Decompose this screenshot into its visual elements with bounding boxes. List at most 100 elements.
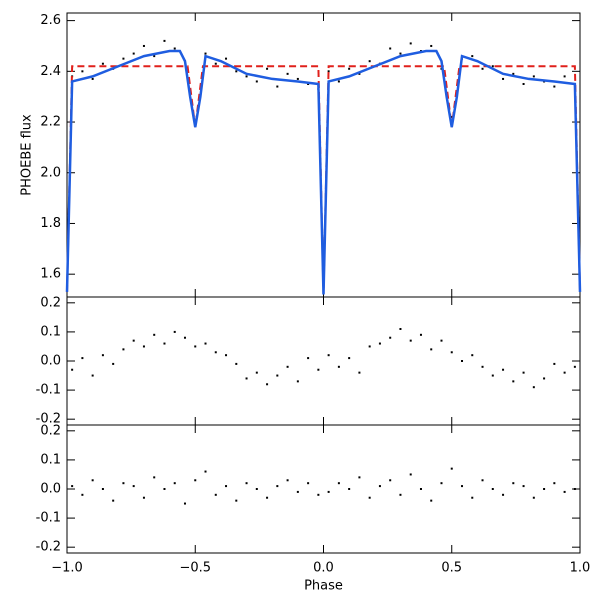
data-point: [122, 482, 125, 485]
y-tick-label: 2.6: [40, 13, 61, 28]
data-point: [348, 488, 351, 490]
data-point: [327, 354, 330, 357]
data-point: [461, 485, 464, 488]
data-point: [101, 62, 104, 65]
data-point: [81, 493, 84, 496]
data-point: [522, 485, 525, 488]
data-point: [142, 496, 145, 499]
data-point: [337, 482, 340, 485]
data-point: [245, 75, 248, 78]
data-point: [327, 70, 330, 73]
x-tick-label: 0.0: [313, 561, 334, 576]
x-tick-label: 0.5: [441, 561, 462, 576]
data-point: [194, 345, 197, 348]
data-point: [173, 482, 176, 485]
y-tick-label: 2.0: [40, 165, 61, 180]
data-point: [368, 345, 371, 348]
y-tick-label: 1.8: [40, 216, 61, 231]
data-point: [368, 496, 371, 499]
data-point: [430, 44, 433, 47]
data-point: [91, 77, 94, 80]
data-point: [225, 485, 228, 488]
data-point: [101, 488, 104, 490]
data-point: [235, 70, 238, 73]
y-tick-label: -0.1: [36, 511, 61, 526]
y-axis-label: PHOEBE flux: [20, 114, 35, 196]
data-point: [532, 75, 535, 78]
data-point: [266, 496, 269, 499]
data-point: [543, 488, 546, 490]
data-point: [512, 482, 515, 485]
data-point: [389, 479, 392, 482]
data-point: [563, 371, 566, 374]
data-point: [173, 47, 176, 50]
data-point: [225, 354, 228, 357]
data-point: [71, 368, 74, 371]
data-point: [245, 377, 248, 380]
data-point: [532, 496, 535, 499]
data-point: [153, 476, 156, 479]
data-point: [194, 479, 197, 482]
data-point: [286, 72, 289, 75]
data-point: [71, 485, 74, 488]
data-point: [337, 365, 340, 368]
data-point: [122, 348, 125, 351]
data-point: [142, 345, 145, 348]
data-point: [307, 482, 310, 485]
data-point: [450, 467, 453, 470]
data-point: [91, 479, 94, 482]
data-point: [122, 57, 125, 60]
data-point: [471, 496, 474, 499]
data-point: [419, 333, 422, 336]
data-point: [502, 368, 505, 371]
data-point: [153, 55, 156, 58]
data-point: [491, 374, 494, 377]
data-point: [430, 348, 433, 351]
panel-frame: [66, 424, 581, 554]
data-point: [266, 67, 269, 70]
data-point: [214, 351, 217, 354]
data-point: [491, 488, 494, 490]
data-point: [399, 52, 402, 55]
data-point: [389, 47, 392, 50]
data-point: [481, 67, 484, 70]
data-point: [481, 365, 484, 368]
y-tick-label: 2.4: [40, 64, 61, 79]
data-point: [471, 354, 474, 357]
panel-frame: [66, 296, 581, 426]
data-point: [573, 488, 576, 490]
y-tick-label: 0.1: [40, 324, 61, 339]
data-point: [81, 70, 84, 73]
data-point: [317, 368, 320, 371]
data-point: [327, 490, 330, 493]
data-point: [255, 488, 258, 490]
data-point: [450, 115, 453, 118]
data-point: [409, 473, 412, 476]
data-point: [163, 342, 166, 345]
data-point: [481, 479, 484, 482]
data-point: [502, 493, 505, 496]
data-point: [183, 502, 186, 505]
y-tick-label: -0.2: [36, 540, 61, 555]
data-point: [512, 380, 515, 383]
data-point: [81, 357, 84, 360]
data-point: [553, 482, 556, 485]
data-point: [440, 482, 443, 485]
data-point: [522, 371, 525, 374]
data-point: [358, 72, 361, 75]
data-point: [440, 339, 443, 342]
data-point: [563, 75, 566, 78]
data-point: [389, 336, 392, 339]
data-point: [255, 371, 258, 374]
data-point: [430, 499, 433, 502]
data-point: [317, 493, 320, 496]
data-point: [461, 360, 464, 362]
data-point: [163, 488, 166, 490]
data-point: [296, 380, 299, 383]
data-point: [378, 485, 381, 488]
data-point: [276, 485, 279, 488]
data-point: [399, 328, 402, 330]
data-point: [358, 371, 361, 374]
x-axis-label: Phase: [304, 579, 343, 594]
